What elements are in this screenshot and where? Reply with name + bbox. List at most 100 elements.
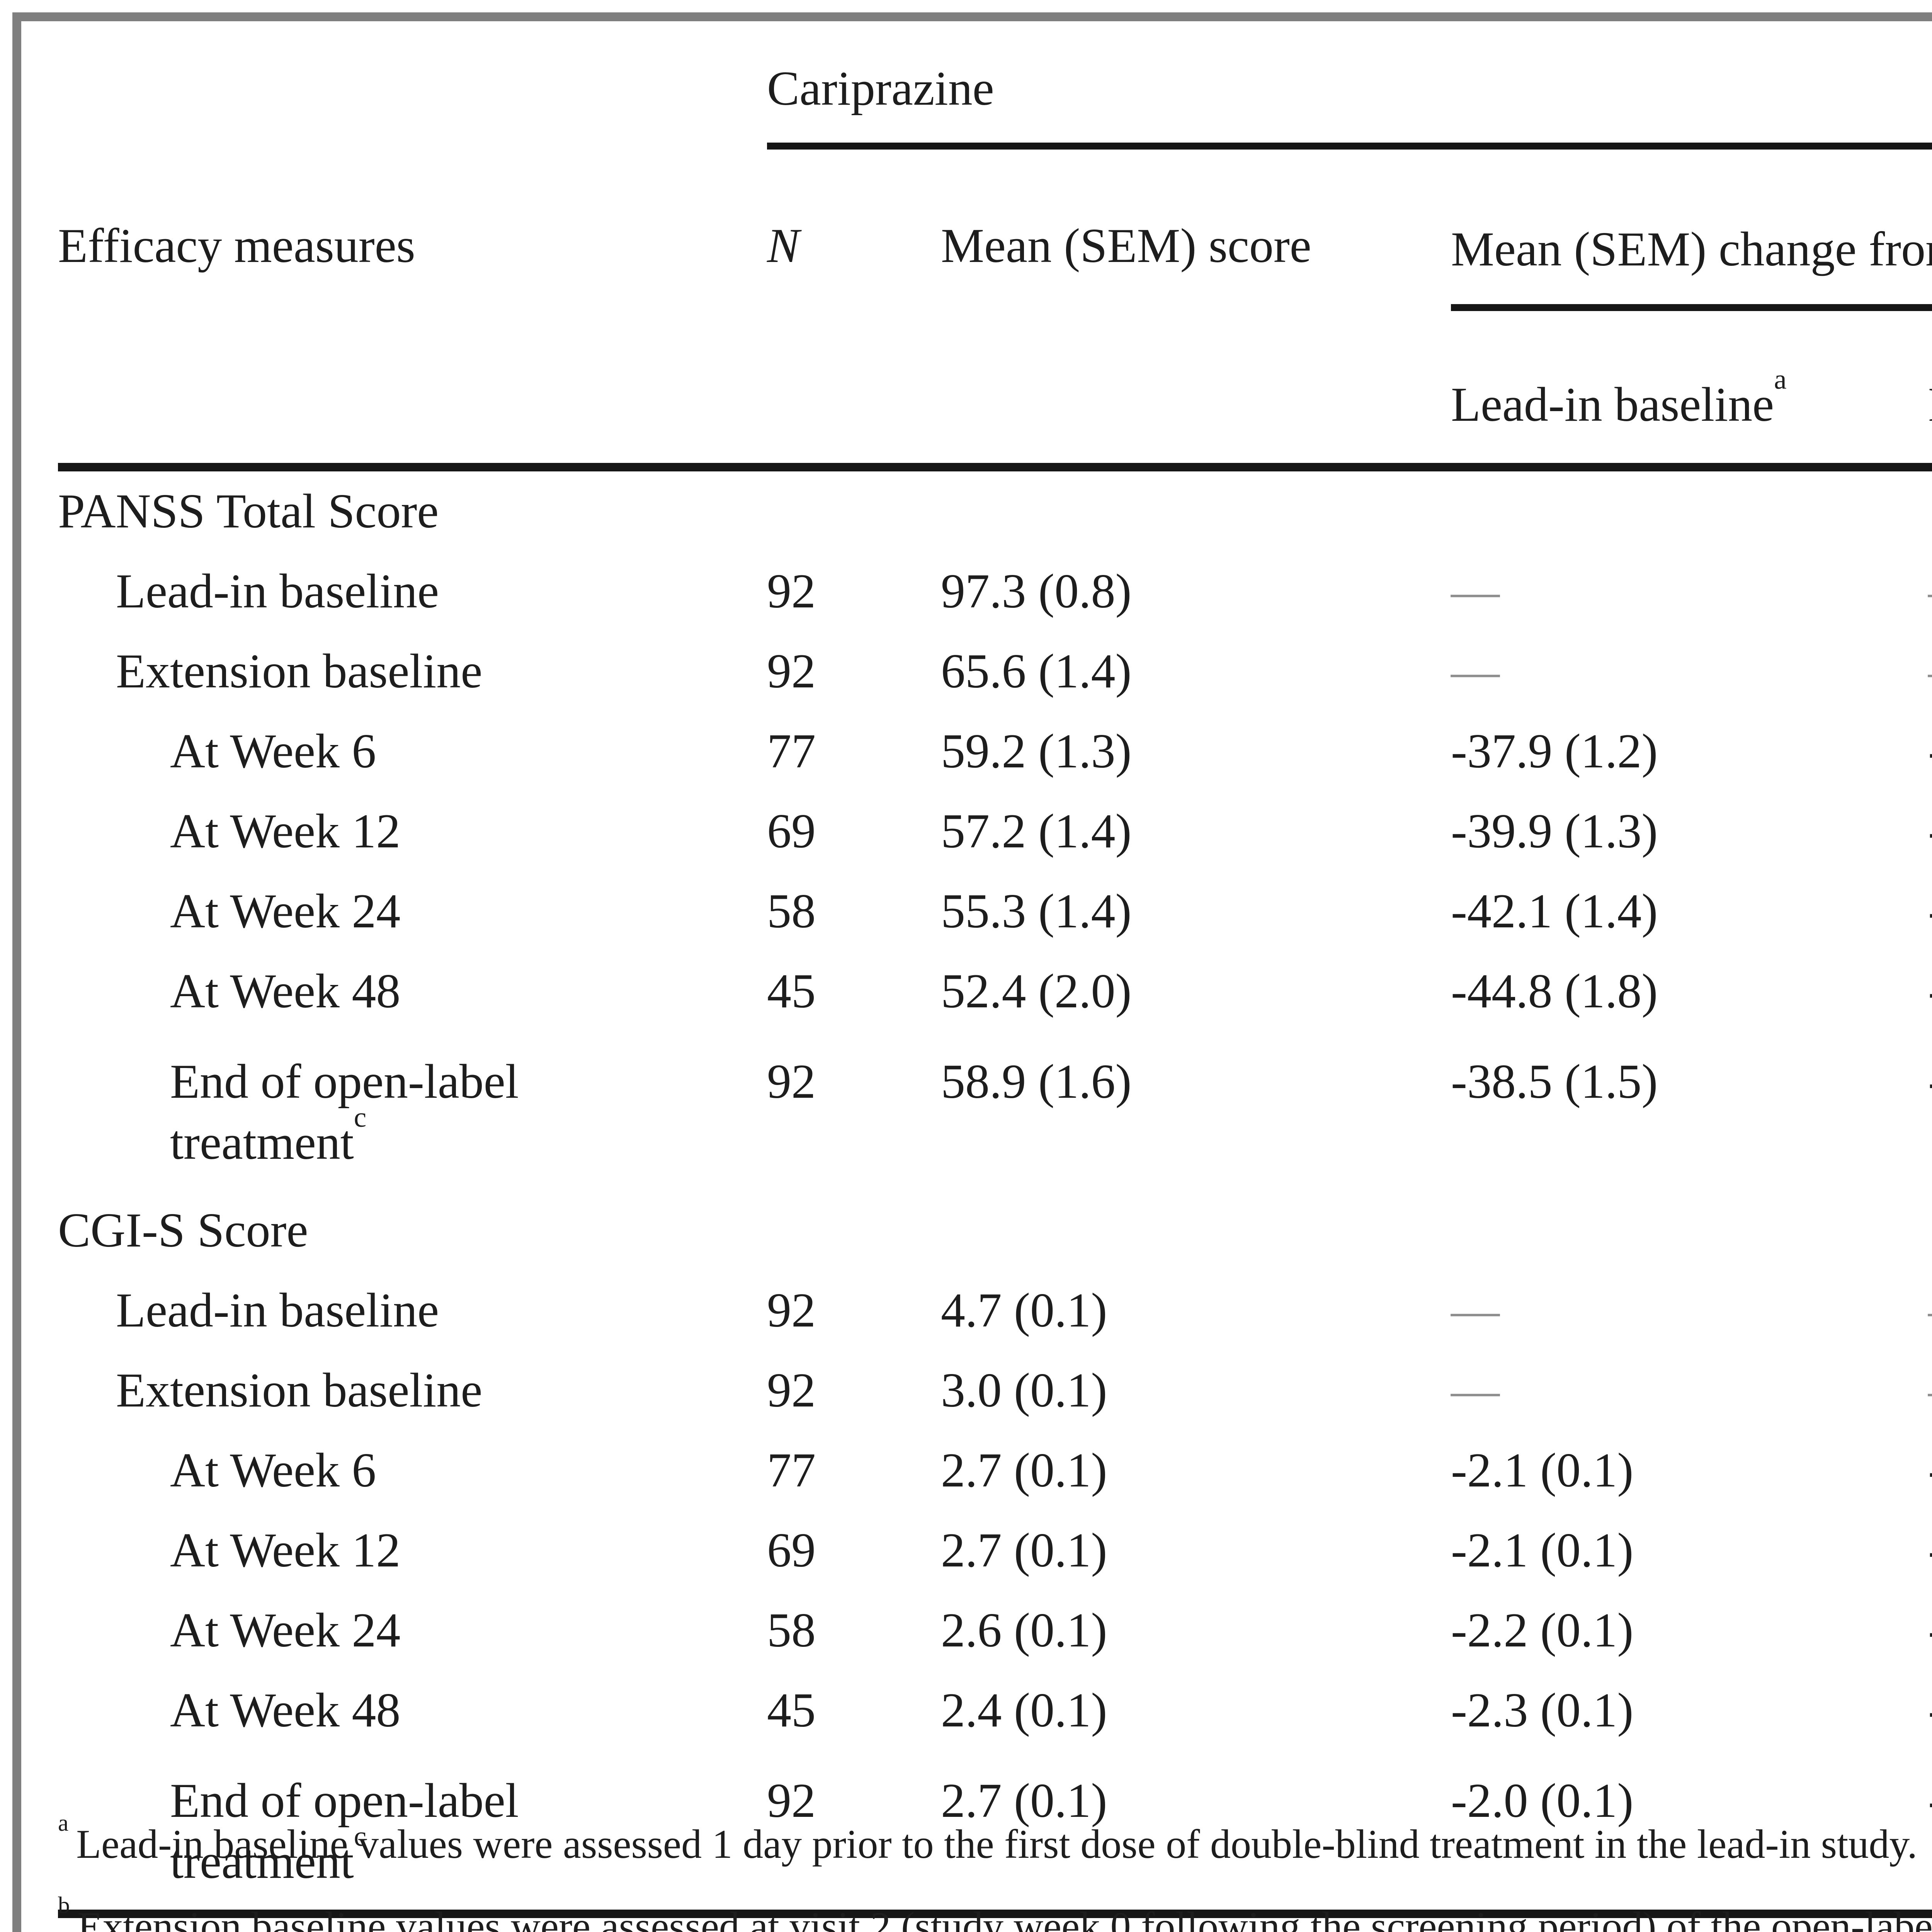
score-value: 2.7 (0.1)	[941, 1524, 1107, 1577]
group-header-cell: Cariprazine	[767, 22, 1932, 150]
subheader-spacer-3	[941, 308, 1451, 471]
footnote-marker-c: c	[354, 1820, 367, 1852]
subheader-spacer-2	[767, 308, 941, 471]
change-lead-value: -2.3 (0.1)	[1451, 1684, 1634, 1737]
table-row: Lead-in baseline 92 97.3 (0.8) — —	[58, 551, 1932, 631]
table-subheader-row: Lead-in baselinea Extension baselineb	[58, 308, 1932, 471]
footnote-marker-a: a	[1774, 363, 1787, 395]
n-value: 92	[767, 645, 816, 698]
change-ext-value: -9.2 (1.0)	[1928, 871, 1932, 951]
table-row: Lead-in baseline 92 4.7 (0.1) — —	[58, 1270, 1932, 1350]
table-row: At Week 48 45 52.4 (2.0) -44.8 (1.8) -11…	[58, 951, 1932, 1031]
change-ext-value: —	[1928, 1350, 1932, 1430]
change-lead-value: -39.9 (1.3)	[1451, 804, 1658, 858]
table-row: At Week 12 69 2.7 (0.1) -2.1 (0.1) -0.3 …	[58, 1510, 1932, 1590]
col-header-efficacy: Efficacy measures	[58, 219, 415, 273]
score-value: 2.7 (0.1)	[941, 1750, 1451, 1918]
group-header-spacer	[58, 22, 767, 146]
change-ext-value: -7.5 (1.2)	[1928, 791, 1932, 871]
footnote-b: b Extension baseline values were assessed…	[58, 1892, 1932, 1932]
group-header-label: Cariprazine	[767, 62, 994, 116]
table-footnotes: a Lead-in baseline values were assessed 1…	[58, 1811, 1932, 1932]
score-value: 52.4 (2.0)	[941, 964, 1132, 1018]
row-label: Lead-in baseline	[116, 565, 439, 618]
section-header-row: CGI-S Score	[58, 1190, 1932, 1270]
change-ext-value: -0.3 (0.1)	[1928, 1750, 1932, 1918]
table-row: At Week 6 77 2.7 (0.1) -2.1 (0.1) -0.3 (…	[58, 1430, 1932, 1510]
change-ext-value: -6.8 (1.3)	[1928, 1031, 1932, 1190]
subheader-change-ext: Extension baselineb	[1928, 308, 1932, 471]
score-value: 57.2 (1.4)	[941, 804, 1132, 858]
score-value: 59.2 (1.3)	[941, 724, 1132, 778]
change-lead-value: -2.2 (0.1)	[1451, 1604, 1634, 1657]
change-ext-value: —	[1928, 1270, 1932, 1350]
n-value: 69	[767, 804, 816, 858]
footnote-a: a Lead-in baseline values were assessed 1…	[58, 1811, 1932, 1876]
score-value: 2.6 (0.1)	[941, 1604, 1107, 1657]
score-value: 58.9 (1.6)	[941, 1055, 1132, 1109]
score-value: 3.0 (0.1)	[941, 1364, 1107, 1417]
table-row: Extension baseline 92 65.6 (1.4) — —	[58, 631, 1932, 711]
score-value: 2.4 (0.1)	[941, 1684, 1107, 1737]
table-column-header-row: Efficacy measures N Mean (SEM) score Mea…	[58, 146, 1932, 311]
row-label: At Week 6	[170, 1444, 376, 1497]
subheader-change-lead: Lead-in baselinea	[1451, 308, 1928, 471]
footnote-a-text: Lead-in baseline values were assessed 1 …	[76, 1821, 1917, 1867]
score-value: 97.3 (0.8)	[941, 565, 1132, 618]
change-lead-value: -42.1 (1.4)	[1451, 884, 1658, 938]
row-label: At Week 24	[170, 1604, 401, 1657]
n-value: 58	[767, 1604, 816, 1657]
change-lead-value: —	[1451, 1284, 1500, 1337]
table-row: At Week 48 45 2.4 (0.1) -2.3 (0.1) -0.6 …	[58, 1670, 1932, 1750]
row-label: Lead-in baseline	[116, 1284, 439, 1337]
table-group-header-row: Cariprazine	[58, 22, 1932, 150]
table-row: End of open-label treatmentc 92 2.7 (0.1…	[58, 1750, 1932, 1918]
table-row: At Week 6 77 59.2 (1.3) -37.9 (1.2) -6.5…	[58, 711, 1932, 791]
row-label: At Week 48	[170, 1684, 401, 1737]
n-value: 92	[767, 1055, 816, 1109]
change-lead-value: -2.0 (0.1)	[1451, 1750, 1928, 1918]
change-lead-value: —	[1451, 1364, 1500, 1417]
score-value: 55.3 (1.4)	[941, 884, 1132, 938]
subheader-spacer-1	[58, 308, 767, 471]
n-value: 92	[767, 1750, 941, 1918]
footnote-b-text: Extension baseline values were assessed …	[77, 1904, 1932, 1932]
row-label: Extension baseline	[116, 645, 483, 698]
change-lead-value: -44.8 (1.8)	[1451, 964, 1658, 1018]
table-row: Extension baseline 92 3.0 (0.1) — —	[58, 1350, 1932, 1430]
section-header-row: PANSS Total Score	[58, 467, 1932, 551]
score-value: 4.7 (0.1)	[941, 1284, 1107, 1337]
row-label: End of open-label treatmentc	[170, 1055, 519, 1170]
row-label: At Week 12	[170, 804, 401, 858]
efficacy-table: Cariprazine Efficacy measures N Mean (SE…	[58, 22, 1932, 1918]
col-header-n: N	[767, 219, 800, 273]
col-header-change-group: Mean (SEM) change from:	[1451, 146, 1932, 311]
n-value: 92	[767, 1364, 816, 1417]
change-ext-value: -0.3 (0.1)	[1928, 1510, 1932, 1590]
change-ext-value: -11.6 (1.4)	[1928, 951, 1932, 1031]
col-header-score: Mean (SEM) score	[941, 219, 1311, 273]
table-row: At Week 12 69 57.2 (1.4) -39.9 (1.3) -7.…	[58, 791, 1932, 871]
n-value: 58	[767, 884, 816, 938]
change-lead-value: -2.1 (0.1)	[1451, 1524, 1634, 1577]
n-value: 77	[767, 724, 816, 778]
table-row: At Week 24 58 2.6 (0.1) -2.2 (0.1) -0.4 …	[58, 1590, 1932, 1670]
row-label: At Week 24	[170, 884, 401, 938]
change-ext-value: —	[1928, 631, 1932, 711]
section-title: CGI-S Score	[58, 1204, 308, 1257]
n-value: 92	[767, 565, 816, 618]
row-label: At Week 6	[170, 724, 376, 778]
table-row: At Week 24 58 55.3 (1.4) -42.1 (1.4) -9.…	[58, 871, 1932, 951]
footnote-b-marker: b	[58, 1892, 70, 1918]
row-label: At Week 12	[170, 1524, 401, 1577]
footnote-marker-c: c	[354, 1101, 367, 1133]
n-value: 45	[767, 1684, 816, 1737]
row-label: Extension baseline	[116, 1364, 483, 1417]
table-row: End of open-label treatmentc 92 58.9 (1.…	[58, 1031, 1932, 1190]
change-lead-value: -37.9 (1.2)	[1451, 724, 1658, 778]
change-ext-value: —	[1928, 551, 1932, 631]
n-value: 69	[767, 1524, 816, 1577]
section-title: PANSS Total Score	[58, 485, 439, 538]
row-label: End of open-label treatmentc	[58, 1750, 767, 1918]
change-ext-value: -0.6 (0.1)	[1928, 1670, 1932, 1750]
